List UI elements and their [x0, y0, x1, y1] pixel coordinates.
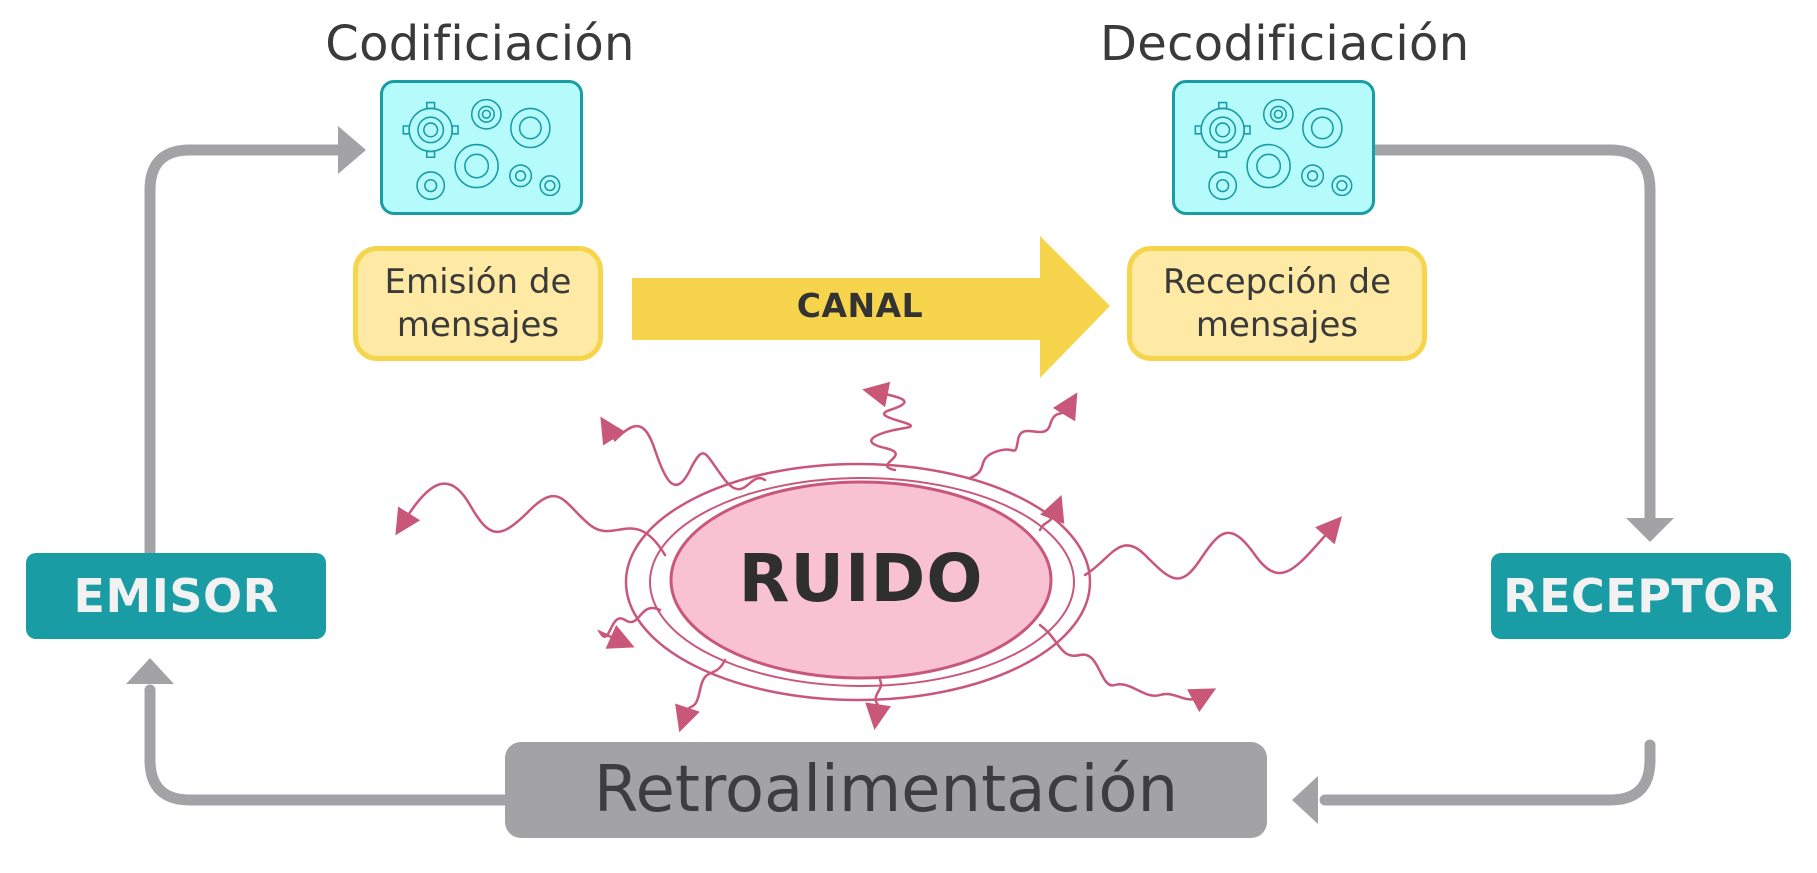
noise-wave-upper-right — [968, 392, 1078, 480]
arrow-feedback-to-emisor — [144, 684, 511, 806]
gears-icon — [1194, 98, 1353, 201]
channel-arrow — [632, 236, 1110, 378]
noise-cloud — [624, 462, 1092, 702]
noise-label: RUIDO — [738, 540, 984, 617]
arrowhead-emisor — [126, 658, 174, 684]
encoding-title: Codificiación — [325, 16, 635, 72]
noise-ellipse — [669, 480, 1053, 680]
arrow-emisor-to-encoding — [144, 144, 351, 561]
noise-wave-left-low — [597, 606, 662, 649]
noise-wave-upper-left — [600, 416, 767, 491]
arrowhead-encoding — [338, 126, 366, 174]
reception-label: Recepción de mensajes — [1162, 261, 1391, 345]
noise-wave-right-long — [1083, 516, 1342, 580]
channel-label: CANAL — [796, 286, 924, 325]
encoding-gears-box — [380, 80, 583, 215]
noise-waves — [395, 381, 1342, 733]
arrow-receptor-to-feedback — [1319, 739, 1656, 806]
noise-middle-ring — [649, 477, 1075, 687]
arrow-decoding-to-receptor — [1362, 144, 1656, 531]
arrowhead-feedback — [1292, 776, 1318, 824]
noise-outer-ring — [624, 462, 1092, 702]
noise-wave-left-long — [395, 482, 667, 557]
emission-label: Emisión de mensajes — [384, 261, 572, 345]
sender-box: EMISOR — [26, 553, 326, 639]
emission-box: Emisión de mensajes — [353, 246, 603, 361]
feedback-box: Retroalimentación — [505, 742, 1267, 838]
flow-arrows — [144, 144, 1656, 806]
flow-arrowheads — [126, 126, 1674, 824]
noise-wave-bottom — [865, 678, 891, 731]
noise-wave-lower-left — [675, 658, 727, 733]
receiver-box: RECEPTOR — [1491, 553, 1791, 639]
noise-wave-lower-right — [1038, 623, 1217, 713]
noise-wave-right-upper — [1038, 495, 1065, 532]
noise-wave-top — [862, 381, 913, 472]
decoding-title: Decodificiación — [1100, 16, 1470, 72]
decoding-gears-box — [1172, 80, 1375, 215]
gears-icon — [402, 98, 561, 201]
arrowhead-receptor — [1626, 518, 1674, 542]
reception-box: Recepción de mensajes — [1127, 246, 1427, 361]
